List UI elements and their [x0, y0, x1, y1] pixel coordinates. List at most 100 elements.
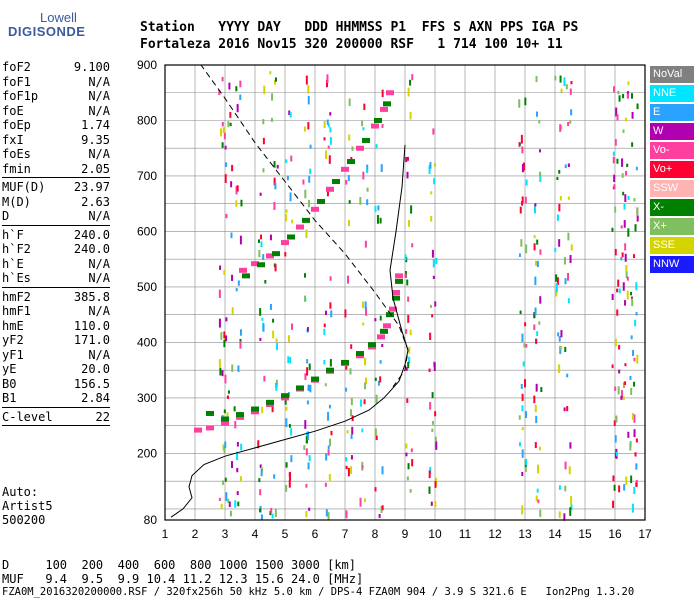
- param-value: 110.0: [73, 318, 110, 333]
- noise-mark: [344, 309, 347, 318]
- auto-version: 500200: [2, 513, 46, 527]
- echo-point: [392, 290, 400, 295]
- noise-mark: [555, 288, 558, 297]
- noise-mark: [408, 220, 411, 227]
- noise-mark: [567, 298, 570, 304]
- noise-mark: [236, 491, 239, 496]
- divider: [2, 177, 110, 178]
- noise-mark: [309, 384, 312, 393]
- noise-mark: [236, 442, 239, 447]
- noise-mark: [288, 110, 291, 116]
- noise-mark: [614, 435, 617, 443]
- noise-mark: [308, 175, 311, 183]
- noise-mark: [630, 93, 633, 99]
- noise-mark: [634, 452, 637, 457]
- param-row: hmF2 385.8: [2, 290, 110, 305]
- noise-mark: [259, 464, 262, 469]
- header-row-2: Fortaleza 2016 Nov15 320 200000 RSF 1 71…: [140, 37, 563, 52]
- echo-point: [371, 123, 379, 129]
- noise-mark: [533, 324, 536, 331]
- noise-mark: [230, 461, 233, 469]
- noise-mark: [407, 463, 410, 470]
- noise-mark: [430, 501, 433, 506]
- noise-mark: [564, 346, 567, 352]
- param-row: MUF(D) 23.97: [2, 180, 110, 195]
- noise-mark: [345, 180, 348, 185]
- noise-mark: [379, 315, 382, 321]
- noise-mark: [362, 301, 365, 309]
- noise-mark: [306, 359, 309, 364]
- noise-mark: [257, 239, 260, 243]
- param-group-profile: hmF2 385.8 hmF1 N/A hmE 110.0 yF2 171.0 yF1 N…: [2, 290, 110, 406]
- noise-mark: [429, 332, 432, 340]
- noise-mark: [259, 337, 262, 341]
- x-tick-label: 11: [459, 527, 472, 541]
- param-label: h`Es: [2, 271, 31, 285]
- x-tick-label: 10: [428, 527, 442, 541]
- noise-mark: [429, 402, 432, 410]
- noise-mark: [323, 121, 326, 129]
- noise-mark: [404, 273, 407, 278]
- x-tick-label: 1: [162, 527, 169, 541]
- noise-mark: [374, 377, 377, 382]
- noise-mark: [521, 393, 524, 401]
- noise-mark: [570, 81, 573, 85]
- echo-point: [236, 414, 244, 420]
- noise-mark: [429, 304, 432, 308]
- noise-mark: [431, 428, 434, 433]
- noise-mark: [554, 247, 557, 253]
- param-row: foE N/A: [2, 104, 110, 119]
- noise-mark: [289, 356, 292, 364]
- param-label: fmin: [2, 161, 31, 176]
- echo-point: [221, 416, 229, 422]
- param-group-confidence: C-level 22: [2, 410, 110, 425]
- noise-mark: [350, 397, 353, 406]
- noise-mark: [535, 383, 538, 392]
- param-label: foEp: [2, 118, 31, 132]
- noise-mark: [235, 185, 238, 195]
- noise-mark: [633, 254, 636, 259]
- noise-mark: [519, 310, 522, 315]
- noise-mark: [240, 199, 243, 207]
- noise-mark: [620, 395, 623, 400]
- noise-mark: [522, 361, 525, 367]
- noise-mark: [434, 301, 437, 307]
- noise-mark: [629, 442, 632, 451]
- noise-mark: [329, 127, 332, 133]
- noise-mark: [563, 77, 566, 87]
- noise-mark: [538, 321, 541, 325]
- noise-mark: [329, 302, 332, 309]
- noise-mark: [269, 303, 272, 310]
- noise-mark: [624, 253, 627, 262]
- param-row: foEp 1.74: [2, 118, 110, 133]
- y-tick-label: 500: [137, 280, 157, 294]
- noise-mark: [347, 174, 350, 182]
- noise-mark: [636, 103, 639, 110]
- param-label: foF1p: [2, 89, 39, 103]
- noise-mark: [326, 74, 329, 84]
- echo-point: [356, 351, 364, 357]
- noise-mark: [616, 309, 619, 316]
- noise-mark: [626, 276, 629, 281]
- noise-mark: [557, 332, 560, 337]
- noise-mark: [222, 127, 225, 134]
- noise-mark: [558, 336, 561, 342]
- noise-mark: [558, 364, 561, 374]
- x-tick-label: 7: [342, 527, 349, 541]
- echo-point: [380, 328, 388, 334]
- noise-mark: [224, 162, 227, 167]
- echo-point: [251, 409, 259, 415]
- noise-mark: [524, 411, 527, 418]
- noise-mark: [284, 396, 287, 405]
- noise-mark: [559, 345, 562, 354]
- noise-mark: [273, 474, 276, 479]
- param-label: MUF(D): [2, 180, 46, 194]
- noise-mark: [405, 443, 408, 449]
- y-tick-label: 900: [137, 58, 157, 72]
- noise-mark: [559, 124, 562, 132]
- param-value: 240.0: [73, 227, 110, 242]
- echo-point: [296, 385, 304, 391]
- noise-mark: [433, 362, 436, 372]
- noise-mark: [346, 430, 349, 434]
- noise-mark: [624, 363, 627, 367]
